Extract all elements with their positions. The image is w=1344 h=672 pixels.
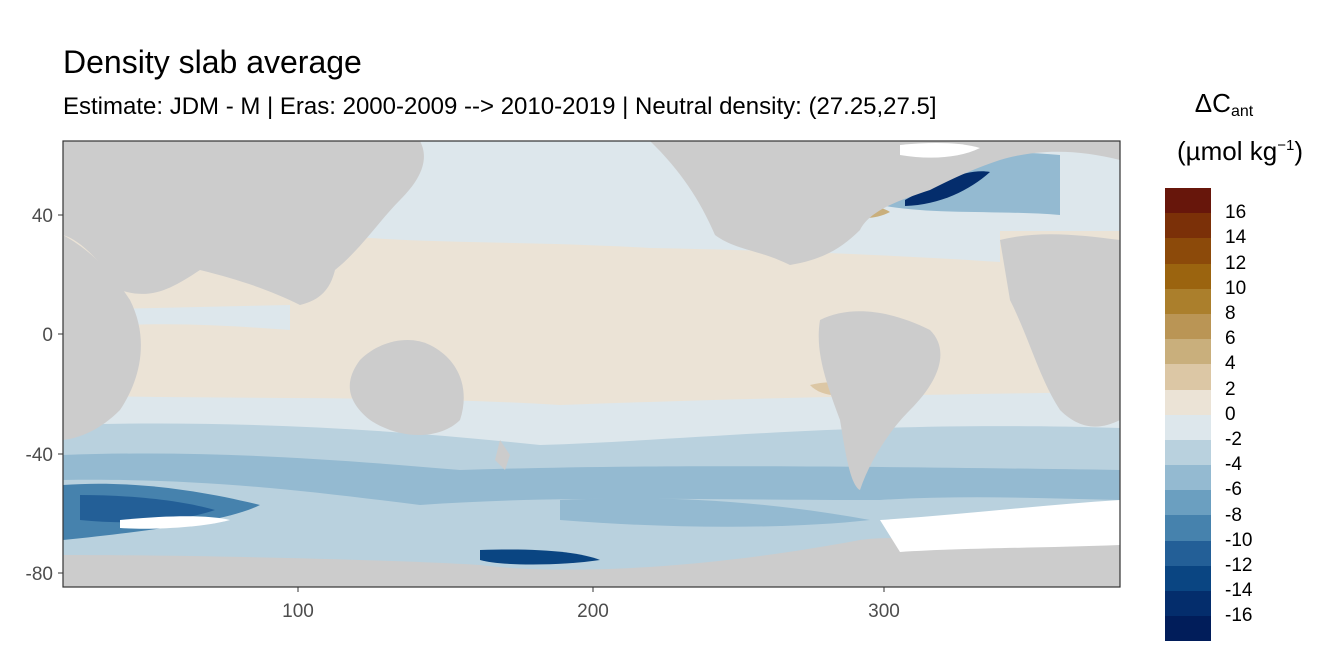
pacific-sector-low — [560, 498, 870, 527]
map-panel — [63, 141, 1120, 587]
chart-subtitle: Estimate: JDM - M | Eras: 2000-2009 --> … — [63, 93, 937, 120]
indian-sector-core — [80, 495, 215, 523]
colorbar-swatch — [1165, 414, 1211, 440]
colorbar-label: 14 — [1225, 227, 1247, 249]
colorbar-swatch — [1165, 213, 1211, 239]
colorbar-label: -6 — [1225, 479, 1242, 501]
colorbar — [1165, 188, 1211, 642]
colorbar-label: 2 — [1225, 378, 1236, 400]
colorbar-label: 8 — [1225, 303, 1236, 324]
colorbar-swatch — [1165, 313, 1211, 340]
colorbar-swatch — [1165, 263, 1211, 289]
weddell-no-data — [880, 500, 1120, 552]
x-tick-label: 300 — [868, 601, 900, 622]
colorbar-swatch — [1165, 339, 1211, 365]
colorbar-label: 16 — [1225, 202, 1247, 224]
legend-unit-sup: −1 — [1277, 137, 1295, 154]
colorbar-swatch — [1165, 490, 1211, 516]
x-tick-label: 200 — [577, 601, 609, 622]
colorbar-label: -16 — [1225, 605, 1253, 627]
colorbar-swatch — [1165, 188, 1211, 214]
x-tick-label: 100 — [282, 601, 314, 622]
y-axis: 40 0 -40 -80 — [26, 206, 63, 585]
colorbar-label: -2 — [1225, 429, 1242, 450]
y-tick-label: -40 — [26, 445, 53, 466]
colorbar-label: -4 — [1225, 454, 1242, 476]
colorbar-swatch — [1165, 439, 1211, 466]
colorbar-label: 12 — [1225, 252, 1247, 274]
legend-title: ΔCant — [1164, 88, 1284, 121]
colorbar-swatch — [1165, 238, 1211, 264]
legend-unit-text: (µmol kg — [1177, 136, 1278, 166]
colorbar-label: -14 — [1225, 580, 1253, 602]
colorbar-label: 10 — [1225, 277, 1247, 299]
colorbar-swatch — [1165, 465, 1211, 491]
colorbar-swatch — [1165, 389, 1211, 415]
legend-unit-close: ) — [1294, 136, 1303, 166]
colorbar-label: -10 — [1225, 529, 1253, 551]
colorbar-swatch — [1165, 364, 1211, 390]
arctic-no-data — [900, 143, 980, 158]
africa-east — [63, 235, 141, 440]
legend-title-main: ΔC — [1194, 88, 1231, 118]
ross-sea-low — [480, 549, 600, 565]
south-america — [818, 311, 941, 490]
x-axis: 100 200 300 — [282, 587, 900, 622]
colorbar-swatch — [1165, 540, 1211, 566]
eurasia — [63, 141, 424, 305]
colorbar-swatch — [1165, 565, 1211, 591]
colorbar-label: -12 — [1225, 555, 1253, 576]
colorbar-label: 0 — [1225, 403, 1236, 425]
chart-title: Density slab average — [63, 44, 362, 80]
new-zealand — [495, 440, 510, 470]
y-tick-label: 40 — [32, 206, 53, 227]
antarctica — [63, 537, 1120, 587]
colorbar-label: 4 — [1225, 353, 1236, 375]
colorbar-swatch — [1165, 515, 1211, 541]
indian-no-data — [120, 516, 230, 529]
no-data — [120, 143, 1120, 552]
australia — [349, 340, 464, 435]
colorbar-swatch — [1165, 616, 1211, 642]
north-atlantic-low — [905, 171, 990, 206]
panel-border — [62, 140, 1121, 588]
land — [63, 141, 1120, 587]
legend-unit: (µmol kg−1) — [1160, 136, 1320, 167]
y-tick-label: 0 — [42, 325, 53, 346]
colorbar-label: 6 — [1225, 328, 1236, 350]
colorbar-swatch — [1165, 591, 1211, 617]
colorbar-label: -8 — [1225, 504, 1242, 526]
colorbar-swatch — [1165, 288, 1211, 314]
africa-west — [1000, 234, 1120, 427]
legend-title-sub: ant — [1230, 103, 1254, 120]
y-tick-label: -80 — [26, 564, 53, 585]
north-america — [650, 141, 1120, 265]
